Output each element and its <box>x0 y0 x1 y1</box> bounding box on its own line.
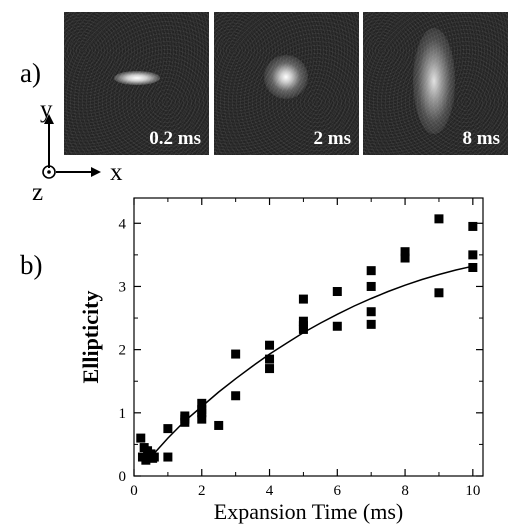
y-tick-label: 1 <box>119 406 127 422</box>
x-axis-letter: x <box>110 159 123 186</box>
data-point <box>366 266 376 276</box>
data-point <box>434 288 444 298</box>
data-point <box>197 398 207 408</box>
data-point <box>265 354 275 364</box>
x-tick-label: 8 <box>401 483 409 499</box>
data-point <box>400 253 410 263</box>
data-point <box>149 452 159 462</box>
time-label: 2 ms <box>313 128 351 149</box>
data-point <box>136 433 146 443</box>
absorption-image-2ms: 2 ms <box>214 12 359 155</box>
data-point <box>400 247 410 257</box>
axes-orientation-icon: y x z <box>32 96 123 206</box>
panel-a-label: a) <box>20 58 41 88</box>
data-point <box>231 349 241 359</box>
data-point <box>298 294 308 304</box>
data-point <box>231 391 241 401</box>
data-point <box>468 221 478 231</box>
data-point <box>163 424 173 434</box>
absorption-image-0.2ms: 0.2 ms <box>64 12 209 155</box>
data-point <box>366 307 376 317</box>
data-point <box>197 414 207 424</box>
absorption-image-8ms: 8 ms <box>363 12 508 155</box>
x-tick-label: 10 <box>465 483 480 499</box>
data-point <box>180 414 190 424</box>
x-tick-label: 6 <box>334 483 342 499</box>
x-tick-label: 2 <box>198 483 206 499</box>
x-tick-label: 0 <box>130 483 138 499</box>
atom-cloud <box>114 71 160 85</box>
data-point <box>265 364 275 374</box>
y-tick-label: 0 <box>119 469 127 485</box>
y-tick-label: 3 <box>119 279 127 295</box>
data-point <box>332 321 342 331</box>
data-point <box>366 281 376 291</box>
panel-b-label: b) <box>20 250 43 280</box>
x-tick-label: 4 <box>266 483 274 499</box>
data-point <box>197 408 207 418</box>
atom-cloud <box>413 28 455 134</box>
data-point <box>298 324 308 334</box>
y-tick-label: 4 <box>119 216 127 232</box>
data-point <box>468 263 478 272</box>
data-point <box>265 340 275 350</box>
data-point <box>366 319 376 329</box>
x-axis-label: Expansion Time (ms) <box>214 499 403 524</box>
plot-frame <box>133 197 484 477</box>
fit-curve <box>150 265 473 458</box>
z-axis-letter: z <box>32 179 43 206</box>
data-point <box>214 420 224 430</box>
data-point <box>434 214 444 224</box>
time-label: 0.2 ms <box>149 128 201 149</box>
atom-cloud <box>264 55 308 99</box>
data-point <box>332 287 342 297</box>
y-tick-label: 2 <box>119 343 127 359</box>
y-axis-label: Ellipticity <box>78 291 103 384</box>
data-point <box>468 250 478 260</box>
data-point <box>163 452 173 462</box>
time-label: 8 ms <box>462 128 500 149</box>
